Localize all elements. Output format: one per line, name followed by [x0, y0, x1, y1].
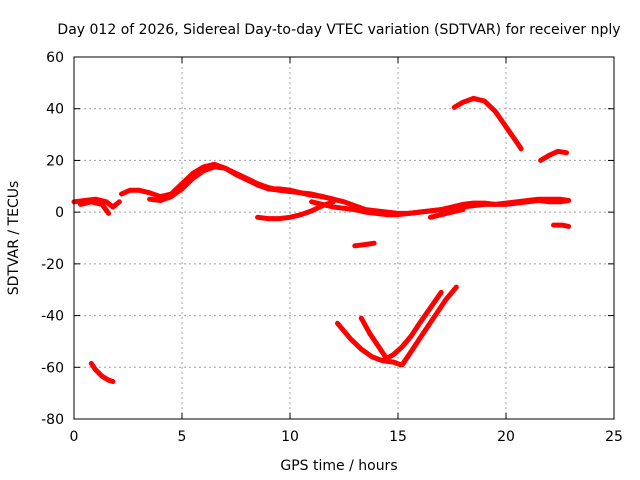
series-arc-15 — [380, 289, 444, 364]
series-arc-12 — [551, 222, 572, 229]
x-tick-label: 10 — [281, 429, 299, 445]
x-tick-label: 25 — [605, 429, 623, 445]
grid-layer — [74, 57, 614, 419]
series-layer — [71, 95, 572, 384]
tick-layer: 0 5 10 15 20 25 -80 -60 -40 -20 0 20 40 60 — [41, 50, 623, 445]
series-arc-13 — [335, 320, 403, 368]
series-arc-14 — [358, 315, 390, 362]
series-arc-8 — [427, 207, 466, 220]
y-tick-label: 60 — [46, 50, 64, 66]
series-arc-1 — [71, 196, 122, 210]
x-axis-label: GPS time / hours — [280, 458, 397, 474]
y-tick-label: -60 — [41, 360, 64, 376]
series-arc-6 — [309, 198, 572, 218]
series-arc-2 — [78, 199, 112, 216]
series-arc-7 — [255, 199, 336, 222]
x-tick-label: 0 — [70, 429, 79, 445]
x-tick-label: 15 — [389, 429, 407, 445]
y-tick-label: -80 — [41, 412, 64, 428]
series-arc-9 — [352, 240, 377, 249]
x-tick-label: 5 — [178, 429, 187, 445]
series-arc-17 — [88, 360, 116, 384]
y-axis-label: SDTVAR / TECUs — [6, 181, 22, 296]
y-tick-label: 40 — [46, 102, 64, 118]
y-tick-label: 20 — [46, 153, 64, 169]
y-tick-label: -40 — [41, 309, 64, 325]
y-tick-label: 0 — [55, 205, 64, 221]
series-arc-10 — [451, 95, 524, 152]
x-tick-label: 20 — [497, 429, 515, 445]
plot-frame — [73, 56, 615, 420]
chart-title: Day 012 of 2026, Sidereal Day-to-day VTE… — [57, 22, 620, 38]
y-tick-label: -20 — [41, 257, 64, 273]
series-arc-4 — [147, 164, 293, 203]
series-arc-16 — [399, 284, 459, 368]
series-arc-11 — [538, 148, 569, 163]
